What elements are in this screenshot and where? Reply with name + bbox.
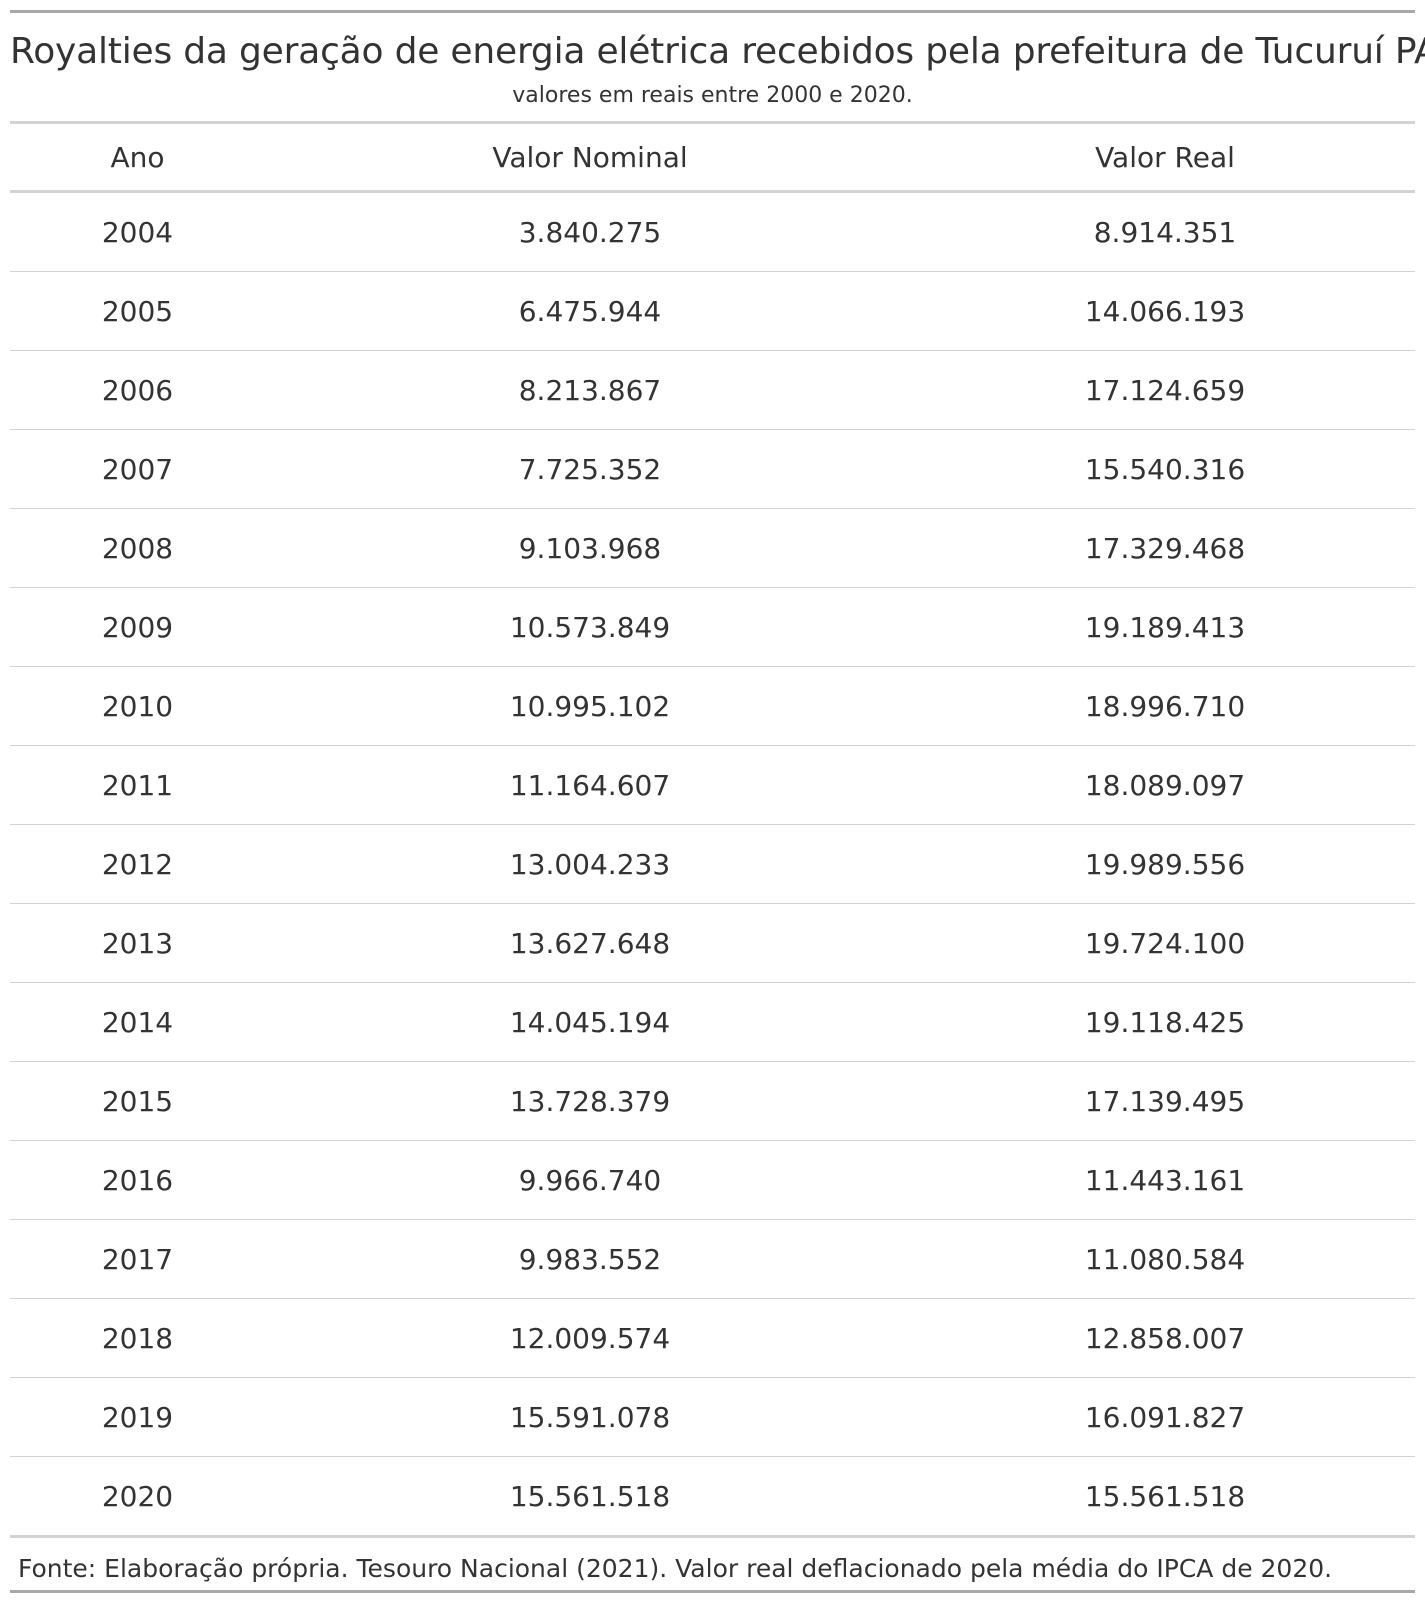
cell-ano: 2015: [10, 1061, 265, 1141]
cell-valor-nominal: 13.627.648: [265, 903, 915, 983]
cell-ano: 2019: [10, 1377, 265, 1457]
cell-valor-nominal: 12.009.574: [265, 1298, 915, 1378]
cell-valor-real: 8.914.351: [915, 191, 1415, 272]
table-body: 2004 3.840.275 8.914.351 2005 6.475.944 14.06…: [10, 191, 1415, 1538]
table-row: 2005 6.475.944 14.066.193: [10, 271, 1415, 351]
cell-valor-nominal: 9.983.552: [265, 1219, 915, 1299]
cell-valor-real: 14.066.193: [915, 271, 1415, 351]
table-row: 2010 10.995.102 18.996.710: [10, 666, 1415, 746]
cell-ano: 2020: [10, 1456, 265, 1538]
table-row: 2004 3.840.275 8.914.351: [10, 191, 1415, 272]
cell-ano: 2018: [10, 1298, 265, 1378]
table-row: 2012 13.004.233 19.989.556: [10, 824, 1415, 904]
cell-valor-real: 17.329.468: [915, 508, 1415, 588]
table-row: 2016 9.966.740 11.443.161: [10, 1140, 1415, 1220]
cell-ano: 2005: [10, 271, 265, 351]
table-row: 2013 13.627.648 19.724.100: [10, 903, 1415, 983]
royalties-table-card: Royalties da geração de energia elétrica…: [10, 10, 1425, 1593]
cell-valor-nominal: 14.045.194: [265, 982, 915, 1062]
cell-ano: 2009: [10, 587, 265, 667]
column-header-valor-nominal: Valor Nominal: [265, 124, 915, 193]
cell-ano: 2010: [10, 666, 265, 746]
cell-valor-real: 19.724.100: [915, 903, 1415, 983]
cell-ano: 2004: [10, 191, 265, 272]
table-row: 2008 9.103.968 17.329.468: [10, 508, 1415, 588]
table-row: 2014 14.045.194 19.118.425: [10, 982, 1415, 1062]
table-row: 2020 15.561.518 15.561.518: [10, 1456, 1415, 1538]
table-subtitle: valores em reais entre 2000 e 2020.: [512, 83, 913, 108]
cell-valor-nominal: 13.004.233: [265, 824, 915, 904]
cell-valor-nominal: 11.164.607: [265, 745, 915, 825]
table-row: 2006 8.213.867 17.124.659: [10, 350, 1415, 430]
cell-valor-real: 19.118.425: [915, 982, 1415, 1062]
cell-valor-real: 17.124.659: [915, 350, 1415, 430]
cell-valor-real: 11.080.584: [915, 1219, 1415, 1299]
cell-valor-nominal: 10.573.849: [265, 587, 915, 667]
cell-ano: 2008: [10, 508, 265, 588]
table-row: 2007 7.725.352 15.540.316: [10, 429, 1415, 509]
cell-valor-nominal: 10.995.102: [265, 666, 915, 746]
cell-valor-nominal: 15.591.078: [265, 1377, 915, 1457]
cell-valor-real: 17.139.495: [915, 1061, 1415, 1141]
table-row: 2011 11.164.607 18.089.097: [10, 745, 1415, 825]
cell-valor-nominal: 9.966.740: [265, 1140, 915, 1220]
column-header-valor-real: Valor Real: [915, 124, 1415, 193]
cell-valor-real: 18.089.097: [915, 745, 1415, 825]
table-row: 2017 9.983.552 11.080.584: [10, 1219, 1415, 1299]
cell-ano: 2013: [10, 903, 265, 983]
cell-valor-real: 12.858.007: [915, 1298, 1415, 1378]
source-note: Fonte: Elaboração própria. Tesouro Nacio…: [18, 1554, 1333, 1583]
cell-ano: 2007: [10, 429, 265, 509]
cell-valor-real: 11.443.161: [915, 1140, 1415, 1220]
table-row: 2009 10.573.849 19.189.413: [10, 587, 1415, 667]
cell-valor-nominal: 3.840.275: [265, 191, 915, 272]
cell-ano: 2006: [10, 350, 265, 430]
cell-valor-nominal: 7.725.352: [265, 429, 915, 509]
table-bottom-border: [10, 1590, 1415, 1593]
cell-ano: 2011: [10, 745, 265, 825]
cell-valor-nominal: 9.103.968: [265, 508, 915, 588]
header-top-rule: [10, 121, 1415, 124]
table-header-row: Ano Valor Nominal Valor Real: [10, 124, 1415, 193]
cell-valor-real: 15.561.518: [915, 1456, 1415, 1538]
cell-valor-real: 18.996.710: [915, 666, 1415, 746]
cell-valor-real: 19.189.413: [915, 587, 1415, 667]
cell-ano: 2012: [10, 824, 265, 904]
cell-ano: 2016: [10, 1140, 265, 1220]
column-header-ano: Ano: [10, 124, 265, 193]
cell-valor-nominal: 15.561.518: [265, 1456, 915, 1538]
table-row: 2018 12.009.574 12.858.007: [10, 1298, 1415, 1378]
table-title: Royalties da geração de energia elétrica…: [10, 31, 1425, 72]
table-top-border: [10, 10, 1415, 13]
cell-valor-real: 15.540.316: [915, 429, 1415, 509]
cell-valor-real: 19.989.556: [915, 824, 1415, 904]
royalties-table: Ano Valor Nominal Valor Real 2004 3.840.2…: [10, 124, 1415, 1538]
cell-valor-real: 16.091.827: [915, 1377, 1415, 1457]
cell-ano: 2014: [10, 982, 265, 1062]
cell-valor-nominal: 6.475.944: [265, 271, 915, 351]
cell-valor-nominal: 8.213.867: [265, 350, 915, 430]
table-row: 2015 13.728.379 17.139.495: [10, 1061, 1415, 1141]
cell-valor-nominal: 13.728.379: [265, 1061, 915, 1141]
cell-ano: 2017: [10, 1219, 265, 1299]
table-row: 2019 15.591.078 16.091.827: [10, 1377, 1415, 1457]
